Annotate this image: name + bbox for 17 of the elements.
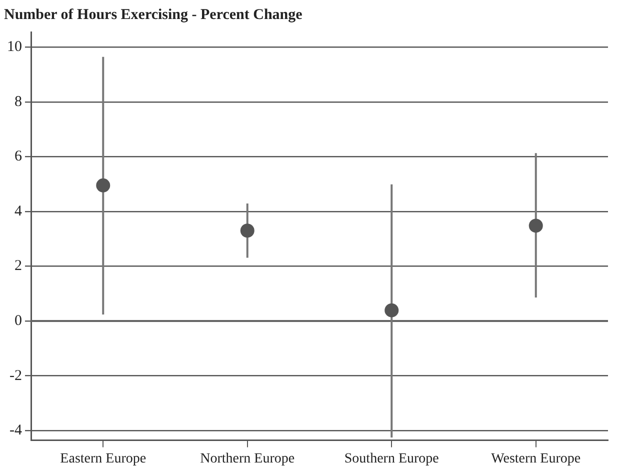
y-tick-label: -4 [10, 422, 22, 439]
x-tick-label: Southern Europe [344, 451, 439, 466]
point [528, 218, 543, 233]
x-tick-label: Western Europe [491, 451, 581, 466]
point [384, 303, 399, 318]
chart-title: Number of Hours Exercising - Percent Change [4, 6, 303, 23]
y-tick-label: 0 [14, 312, 22, 329]
x-tick-label: Northern Europe [200, 451, 295, 466]
x-tick-label: Eastern Europe [60, 451, 146, 466]
y-tick-label: 8 [14, 94, 22, 110]
y-tick-label: -2 [10, 368, 22, 384]
y-tick-label: 4 [14, 203, 22, 220]
point [96, 178, 110, 192]
y-tick-label: 6 [14, 148, 22, 165]
point [240, 224, 254, 238]
y-tick-label: 2 [14, 258, 22, 274]
y-tick-label: 10 [7, 39, 22, 56]
